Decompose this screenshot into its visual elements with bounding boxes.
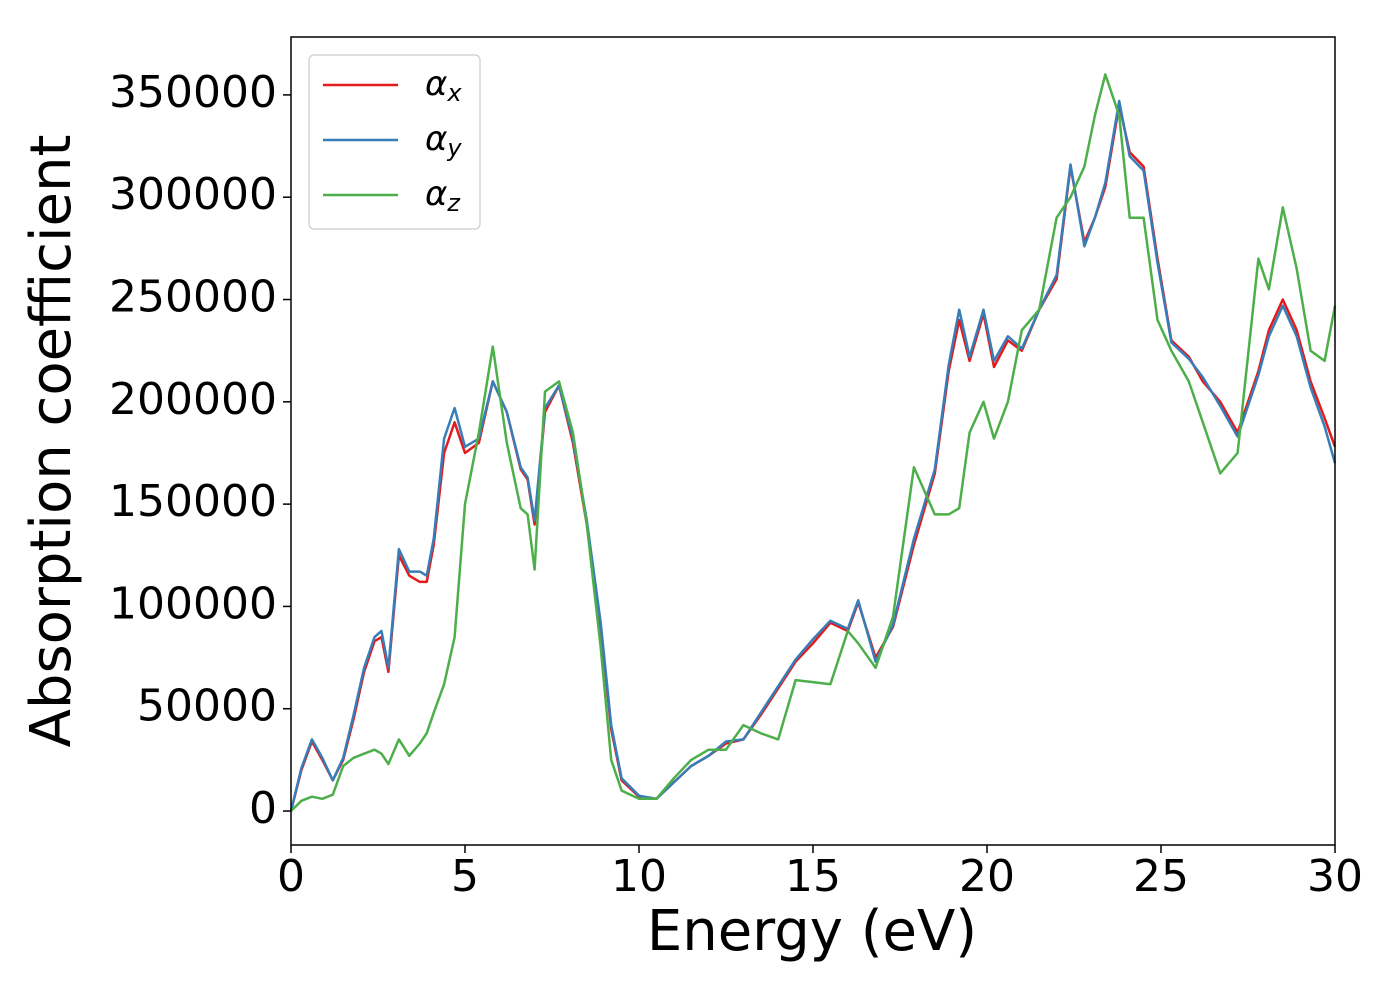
legend-label: αx xyxy=(425,64,462,108)
series-line xyxy=(289,99,1337,812)
y-tick-label: 50000 xyxy=(137,681,277,732)
x-tick-label: 5 xyxy=(451,851,479,902)
y-tick-label: 300000 xyxy=(109,169,277,220)
legend-label: αz xyxy=(425,174,461,218)
y-tick-label: 150000 xyxy=(109,476,277,527)
x-tick-label: 25 xyxy=(1133,851,1189,902)
y-tick-label: 200000 xyxy=(109,374,277,425)
x-axis-label: Energy (eV) xyxy=(647,899,977,964)
y-tick-label: 100000 xyxy=(109,578,277,629)
x-tick-label: 0 xyxy=(277,851,305,902)
legend-box xyxy=(308,54,481,230)
x-tick-label: 30 xyxy=(1307,851,1363,902)
x-tick-label: 15 xyxy=(785,851,841,902)
y-tick-label: 250000 xyxy=(109,272,277,323)
y-tick-label: 350000 xyxy=(109,67,277,118)
plot-frame xyxy=(290,36,1336,846)
x-tick-label: 20 xyxy=(959,851,1015,902)
y-axis-label: Absorption coefficient xyxy=(19,135,84,748)
x-tick-label: 10 xyxy=(611,851,667,902)
series-line xyxy=(290,73,1337,812)
y-tick-label: 0 xyxy=(249,783,277,834)
legend-label: αy xyxy=(425,119,462,163)
